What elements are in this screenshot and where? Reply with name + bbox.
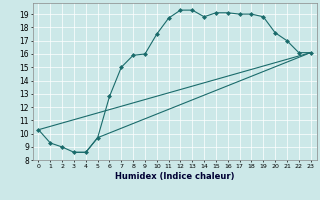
- X-axis label: Humidex (Indice chaleur): Humidex (Indice chaleur): [115, 172, 234, 181]
